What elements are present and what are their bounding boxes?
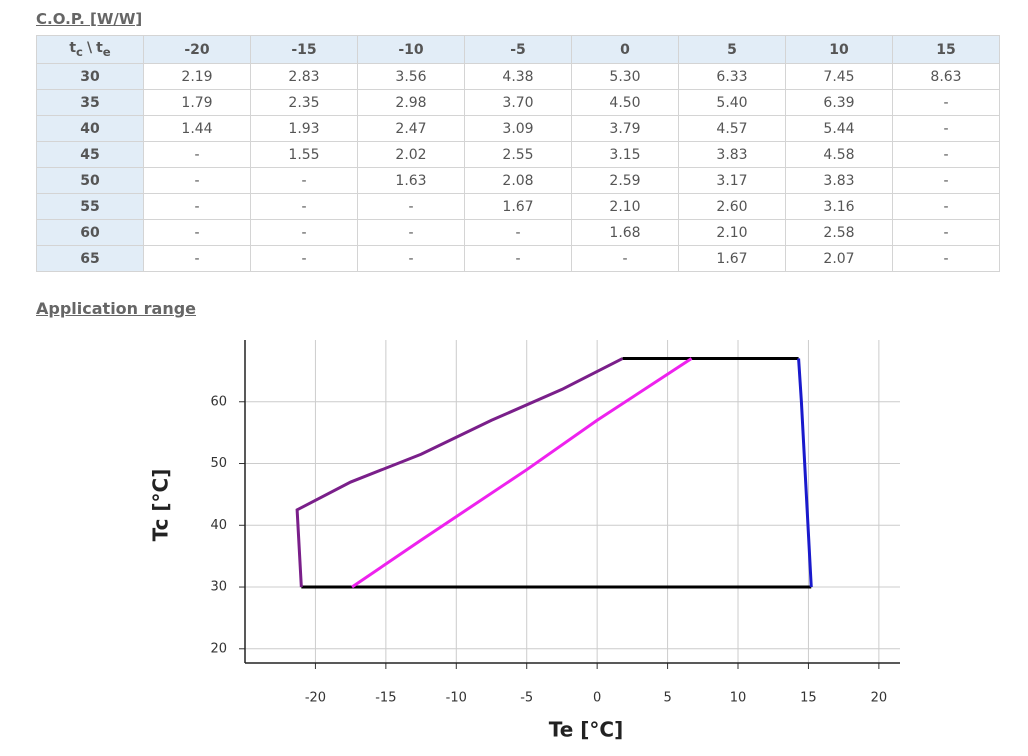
table-cell: - <box>250 193 358 220</box>
table-cell: 3.79 <box>571 115 679 142</box>
table-cell: - <box>357 219 465 246</box>
table-cell: - <box>357 245 465 272</box>
table-cell: 6.39 <box>785 89 893 116</box>
envelope-line <box>797 358 813 588</box>
table-cell: - <box>143 141 251 168</box>
y-tick-label: 20 <box>210 641 227 656</box>
table-cell: - <box>892 141 1000 168</box>
table-cell: 4.38 <box>464 63 572 90</box>
table-cell: 3.83 <box>678 141 786 168</box>
table-cell: 1.68 <box>571 219 679 246</box>
row-header: 55 <box>36 193 144 220</box>
table-cell: 1.55 <box>250 141 358 168</box>
column-header: -5 <box>464 35 572 64</box>
y-axis-title: Tc [°C] <box>149 469 173 542</box>
table-cell: 3.70 <box>464 89 572 116</box>
table-cell: 2.07 <box>785 245 893 272</box>
table-cell: 2.08 <box>464 167 572 194</box>
column-header: 10 <box>785 35 893 64</box>
table-cell: - <box>250 245 358 272</box>
table-cell: - <box>143 245 251 272</box>
column-header: 15 <box>892 35 1000 64</box>
table-cell: 2.60 <box>678 193 786 220</box>
table-cell: 2.98 <box>357 89 465 116</box>
corner-b-sub: e <box>102 44 111 59</box>
table-cell: - <box>464 245 572 272</box>
table-cell: 2.83 <box>250 63 358 90</box>
table-row: 60- - - -1.68 2.10 2.58- <box>36 219 1000 246</box>
table-cell: 2.55 <box>464 141 572 168</box>
corner-a-sub: c <box>76 44 83 59</box>
table-cell: 1.67 <box>678 245 786 272</box>
table-row: 65- - - - -1.67 2.07- <box>36 245 1000 272</box>
table-cell: 1.93 <box>250 115 358 142</box>
table-cell: 1.63 <box>357 167 465 194</box>
header-row: tc \ te -20 -15 -10 -5 0 5 10 15 <box>36 35 1000 64</box>
table-cell: 4.58 <box>785 141 893 168</box>
x-tick-label: -15 <box>375 691 396 706</box>
table-cell: - <box>892 245 1000 272</box>
table-cell: 2.10 <box>678 219 786 246</box>
envelope-line <box>295 357 624 588</box>
table-title: C.O.P. [W/W] <box>36 10 143 28</box>
x-tick-label: 0 <box>593 691 601 706</box>
table-cell: 3.16 <box>785 193 893 220</box>
table-cell: 5.40 <box>678 89 786 116</box>
envelope-line <box>301 357 812 589</box>
x-tick-label: 15 <box>800 691 817 706</box>
corner-sep: \ <box>86 40 93 57</box>
corner-b: t <box>96 40 103 57</box>
table-row: 30 2.19 2.83 3.56 4.38 5.30 6.33 7.45 8.63 <box>36 63 1000 90</box>
row-header: 65 <box>36 245 144 272</box>
x-tick-label: -5 <box>520 691 533 706</box>
row-header: 60 <box>36 219 144 246</box>
envelope-line <box>351 357 693 589</box>
y-tick-label: 50 <box>210 456 227 471</box>
x-tick-label: -10 <box>446 691 467 706</box>
table-row: 50- -1.63 2.08 2.59 3.17 3.83- <box>36 167 1000 194</box>
table-cell: - <box>892 89 1000 116</box>
table-cell: 2.59 <box>571 167 679 194</box>
table-cell: 3.17 <box>678 167 786 194</box>
table-cell: - <box>571 245 679 272</box>
table-row: 35 1.79 2.35 2.98 3.70 4.50 5.40 6.39- <box>36 89 1000 116</box>
x-tick-label: 10 <box>730 691 747 706</box>
table-cell: - <box>892 193 1000 220</box>
column-header: -15 <box>250 35 358 64</box>
corner-a: t <box>69 40 77 57</box>
y-tick-label: 30 <box>210 580 227 595</box>
section-title: Application range <box>36 299 197 318</box>
row-header: 40 <box>36 115 144 142</box>
table-cell: 3.56 <box>357 63 465 90</box>
y-tick-label: 40 <box>210 518 227 533</box>
row-header: 50 <box>36 167 144 194</box>
table-cell: 2.02 <box>357 141 465 168</box>
table-cell: 5.44 <box>785 115 893 142</box>
x-axis-title: Te [°C] <box>549 718 623 742</box>
table-cell: - <box>357 193 465 220</box>
column-header: -20 <box>143 35 251 64</box>
table-cell: 1.79 <box>143 89 251 116</box>
column-header: -10 <box>357 35 465 64</box>
x-tick-label: -20 <box>305 691 326 706</box>
x-tick-label: 20 <box>871 691 888 706</box>
y-tick-label: 60 <box>210 394 227 409</box>
column-header: 5 <box>678 35 786 64</box>
x-tick-label: 5 <box>663 691 671 706</box>
table-cell: 2.10 <box>571 193 679 220</box>
table-cell: 5.30 <box>571 63 679 90</box>
table-cell: - <box>892 167 1000 194</box>
row-header: 45 <box>36 141 144 168</box>
cop-table: tc \ te -20 -15 -10 -5 0 5 10 15 30 2.19 2.83 3.56 4.3… <box>36 35 1000 272</box>
